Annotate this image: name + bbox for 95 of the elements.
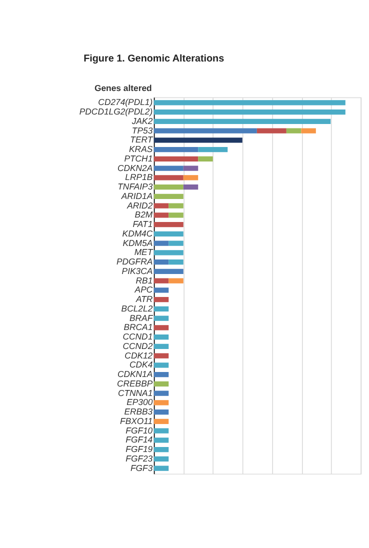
y-tick-label: PTCH1 — [124, 153, 153, 164]
y-tick-label: FGF10 — [126, 425, 153, 436]
y-tick-label: PIK3CA — [122, 266, 153, 276]
y-tick-label: CCND1 — [122, 332, 153, 342]
y-tick-label: BRAF — [130, 312, 154, 323]
y-tick-label: CREBBP — [116, 378, 153, 388]
bar — [154, 259, 169, 265]
bar — [154, 166, 184, 171]
bar — [154, 438, 169, 443]
bar — [154, 428, 169, 434]
bar — [154, 240, 169, 246]
y-tick-label: CTNNA1 — [118, 388, 153, 398]
y-tick-label: CD274(PDL1) — [98, 97, 153, 108]
y-tick-label: PDCD1LG2(PDL2) — [79, 106, 153, 117]
y-tick-label: KRAS — [129, 144, 153, 154]
y-tick-label: FAT1 — [132, 219, 153, 230]
y-tick-label: TNFAIP3 — [118, 182, 153, 192]
bar — [154, 325, 169, 330]
bar — [154, 288, 169, 293]
y-tick-label: BRCA1 — [124, 322, 153, 332]
y-tick-label: CDKN2A — [117, 162, 153, 173]
bar — [168, 259, 184, 265]
bar — [154, 203, 169, 208]
bar — [198, 146, 228, 152]
bar — [154, 194, 184, 199]
bar — [256, 128, 286, 134]
y-tick-label: B2M — [134, 210, 154, 220]
y-tick-label: FGF19 — [126, 444, 153, 454]
y-tick-label: EP300 — [126, 397, 153, 408]
bar — [154, 400, 169, 406]
y-tick-label: ATR — [134, 294, 153, 304]
y-tick-label: BCL2L2 — [121, 303, 153, 314]
chart-title: Figure 1. Genomic Alterations — [84, 54, 225, 65]
bar — [154, 344, 169, 350]
bar — [154, 278, 169, 284]
y-tick-label: FGF3 — [130, 462, 153, 473]
bar — [168, 240, 184, 246]
bar — [154, 353, 169, 358]
bar — [154, 138, 242, 143]
bar — [154, 231, 184, 237]
y-tick-label: CCND2 — [122, 340, 153, 351]
bar — [154, 250, 184, 256]
bar — [168, 203, 184, 208]
y-tick-label: KDM4C — [122, 228, 154, 238]
bar — [154, 128, 257, 134]
bar — [154, 466, 169, 471]
y-tick-label: MET — [134, 247, 154, 258]
y-tick-label: KDM5A — [122, 238, 153, 248]
bar — [154, 118, 331, 124]
bar — [154, 306, 169, 312]
bar — [154, 222, 184, 228]
bar — [301, 128, 316, 134]
y-tick-label: APC — [134, 284, 154, 295]
bar — [154, 418, 169, 424]
y-tick-label: TERT — [130, 134, 154, 145]
y-tick-label: LRP1B — [125, 172, 153, 182]
bar — [154, 156, 198, 162]
y-tick-label: JAK2 — [130, 116, 153, 126]
y-tick-label: ERBB3 — [124, 406, 153, 417]
bar — [154, 456, 169, 462]
bar — [168, 212, 184, 218]
bar — [154, 146, 198, 152]
y-tick-label: CDK12 — [124, 350, 153, 360]
bar — [154, 334, 169, 340]
bar — [154, 296, 169, 302]
y-tick-label: FBXO11 — [120, 416, 153, 426]
bar — [198, 156, 213, 162]
bar — [168, 278, 184, 284]
bar — [154, 409, 169, 415]
bar — [154, 184, 184, 190]
y-axis-title: Genes altered — [94, 83, 152, 94]
y-tick-label: ARID1A — [120, 190, 153, 201]
bar — [154, 362, 169, 368]
bar — [154, 212, 169, 218]
bar — [154, 100, 346, 106]
bar — [154, 109, 346, 115]
y-tick-label: FGF14 — [126, 434, 153, 445]
bar — [286, 128, 302, 134]
bar — [154, 175, 184, 180]
bar — [183, 184, 198, 190]
bar — [183, 166, 198, 171]
bar — [154, 446, 169, 452]
y-tick-label: TP53 — [132, 125, 153, 136]
bar — [154, 316, 169, 321]
y-tick-label: CDK4 — [130, 360, 153, 370]
bar — [154, 268, 184, 274]
y-tick-label: CDKN1A — [117, 369, 153, 380]
bar — [154, 390, 169, 396]
bar — [183, 175, 198, 180]
y-tick-label: ARID2 — [126, 200, 153, 210]
y-tick-label: FGF23 — [126, 453, 153, 464]
y-tick-label: RB1 — [136, 275, 153, 286]
bar — [154, 381, 169, 387]
y-tick-label: PDGFRA — [116, 256, 153, 267]
bar — [154, 372, 169, 378]
